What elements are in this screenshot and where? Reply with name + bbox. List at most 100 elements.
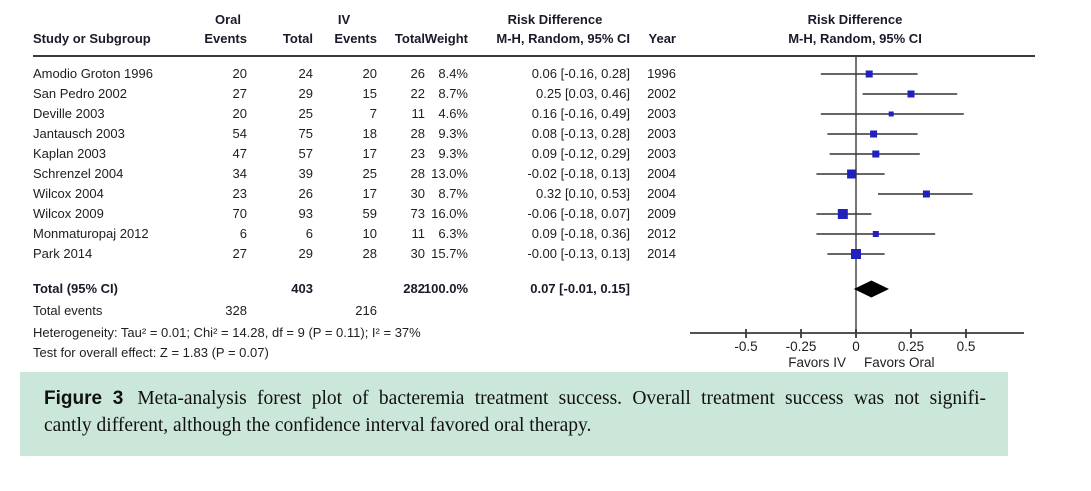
oral-events-cell: 70: [232, 206, 247, 221]
risk-difference-plot-header: Risk Difference: [807, 12, 903, 27]
iv-total-cell: 26: [410, 66, 425, 81]
year-cell: 1996: [647, 66, 676, 81]
total-events-label: Total events: [33, 303, 103, 318]
study-name: Monmaturopaj 2012: [33, 226, 149, 241]
weight-cell: 8.7%: [438, 186, 468, 201]
iv-events-cell: 18: [362, 126, 377, 141]
study-row: Wilcox 2004 23 26 17 30 8.7% 0.32 [0.10, 0.53]…: [0, 184, 1091, 204]
header-underline: [33, 55, 1035, 57]
iv-total-header: Total: [394, 31, 425, 46]
oral-total-cell: 29: [298, 86, 313, 101]
oral-events-cell: 47: [232, 146, 247, 161]
year-cell: 2014: [647, 246, 676, 261]
tick-label: -0.5: [734, 339, 757, 354]
study-name: Kaplan 2003: [33, 146, 107, 161]
total-row-label: Total (95% CI): [33, 281, 118, 296]
total-oral-n: 403: [291, 281, 313, 296]
plot-ci-header: M-H, Random, 95% CI: [788, 31, 922, 46]
column-header-row: Study or Subgroup Events Total Events To…: [0, 30, 1091, 47]
iv-group-header: IV: [337, 12, 351, 27]
tick-label: 0: [852, 339, 860, 354]
study-name: Wilcox 2009: [33, 206, 104, 221]
oral-total-cell: 75: [298, 126, 313, 141]
study-row: San Pedro 2002 27 29 15 22 8.7% 0.25 [0.03, 0.…: [0, 84, 1091, 104]
study-name: Park 2014: [33, 246, 93, 261]
caption-figure-label: Figure 3: [44, 388, 124, 409]
weight-cell: 4.6%: [438, 106, 468, 121]
iv-events-cell: 10: [362, 226, 377, 241]
tick-label: 0.25: [898, 339, 924, 354]
iv-total-cell: 73: [410, 206, 425, 221]
iv-total-cell: 28: [410, 126, 425, 141]
oral-events-cell: 27: [232, 86, 247, 101]
total-events-oral: 328: [225, 303, 247, 318]
oral-events-cell: 20: [232, 66, 247, 81]
figure-caption: Figure 3 Meta-analysis forest plot of bac…: [20, 372, 1008, 456]
study-row: Deville 2003 20 25 7 11 4.6% 0.16 [-0.16, 0.49…: [0, 104, 1091, 124]
iv-events-cell: 7: [369, 106, 377, 121]
year-cell: 2004: [647, 166, 676, 181]
iv-total-cell: 11: [411, 106, 426, 121]
ci-column-header: M-H, Random, 95% CI: [496, 31, 630, 46]
study-name: Deville 2003: [33, 106, 105, 121]
iv-events-cell: 17: [362, 146, 377, 161]
study-name: Jantausch 2003: [33, 126, 125, 141]
ci-text-cell: 0.09 [-0.12, 0.29]: [531, 146, 630, 161]
oral-total-cell: 39: [298, 166, 313, 181]
study-row: Wilcox 2009 70 93 59 73 16.0% -0.06 [-0.18, 0.…: [0, 204, 1091, 224]
total-row: Total (95% CI) 403 282 100.0% 0.07 [-0.0…: [0, 279, 1091, 299]
favors-left-label: Favors IV: [788, 355, 846, 370]
iv-events-header: Events: [334, 31, 377, 46]
iv-events-cell: 15: [362, 86, 377, 101]
caption-text-2: cantly different, although the confidenc…: [44, 415, 592, 436]
year-column-header: Year: [648, 31, 676, 46]
weight-cell: 9.3%: [438, 146, 468, 161]
study-row: Schrenzel 2004 34 39 25 28 13.0% -0.02 [-0.18,…: [0, 164, 1091, 184]
weight-cell: 15.7%: [431, 246, 468, 261]
ci-text-cell: 0.32 [0.10, 0.53]: [536, 186, 630, 201]
oral-total-cell: 24: [298, 66, 313, 81]
year-cell: 2012: [647, 226, 676, 241]
favors-right-label: Favors Oral: [864, 355, 935, 370]
ci-text-cell: 0.08 [-0.13, 0.28]: [531, 126, 630, 141]
oral-total-cell: 29: [298, 246, 313, 261]
oral-total-header: Total: [282, 31, 313, 46]
study-name: San Pedro 2002: [33, 86, 127, 101]
caption-text-1: Meta-analysis forest plot of bacteremia …: [137, 388, 987, 409]
weight-column-header: Weight: [424, 31, 468, 46]
oral-total-cell: 57: [298, 146, 313, 161]
iv-total-cell: 23: [410, 146, 425, 161]
study-row: Jantausch 2003 54 75 18 28 9.3% 0.08 [-0.13, 0…: [0, 124, 1091, 144]
year-cell: 2003: [647, 146, 676, 161]
iv-total-cell: 30: [410, 186, 425, 201]
ci-text-cell: 0.25 [0.03, 0.46]: [536, 86, 630, 101]
year-cell: 2003: [647, 126, 676, 141]
study-row: Amodio Groton 1996 20 24 20 26 8.4% 0.06 [-0.1…: [0, 64, 1091, 84]
overall-effect-note: Test for overall effect: Z = 1.83 (P = 0…: [33, 345, 269, 360]
year-cell: 2003: [647, 106, 676, 121]
study-row: Park 2014 27 29 28 30 15.7% -0.00 [-0.13, 0.13…: [0, 244, 1091, 264]
study-row: Monmaturopaj 2012 6 6 10 11 6.3% 0.09 [-0.18, …: [0, 224, 1091, 244]
study-column-header: Study or Subgroup: [33, 31, 151, 46]
iv-total-cell: 30: [410, 246, 425, 261]
oral-events-cell: 54: [232, 126, 247, 141]
group-header-row: Oral IV Risk Difference Risk Difference: [0, 11, 1091, 28]
total-weight: 100.0%: [423, 281, 468, 296]
ci-text-cell: 0.16 [-0.16, 0.49]: [531, 106, 630, 121]
weight-cell: 8.7%: [438, 86, 468, 101]
heterogeneity-note: Heterogeneity: Tau² = 0.01; Chi² = 14.28…: [33, 325, 421, 340]
caption-line-1: Figure 3 Meta-analysis forest plot of bac…: [44, 385, 986, 412]
total-events-row: Total events 328 216: [0, 301, 1091, 321]
iv-events-cell: 17: [362, 186, 377, 201]
oral-total-cell: 25: [298, 106, 313, 121]
total-ci-text: 0.07 [-0.01, 0.15]: [530, 281, 630, 296]
iv-events-cell: 20: [362, 66, 377, 81]
oral-events-cell: 6: [239, 226, 247, 241]
total-iv-n: 282: [403, 281, 425, 296]
weight-cell: 9.3%: [438, 126, 468, 141]
iv-events-cell: 59: [362, 206, 377, 221]
oral-group-header: Oral: [214, 12, 241, 27]
ci-text-cell: -0.00 [-0.13, 0.13]: [527, 246, 630, 261]
study-name: Schrenzel 2004: [33, 166, 124, 181]
